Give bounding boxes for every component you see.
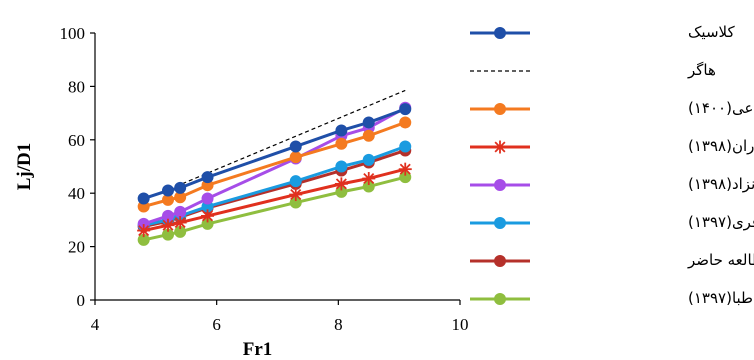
data-point [362,153,375,166]
legend-label: مطالعه حاضر [687,251,754,269]
x-tick-label: 10 [452,315,469,334]
data-point [335,137,348,150]
data-point [289,175,302,188]
data-point [494,27,506,39]
data-point [289,188,303,202]
data-point [494,179,506,191]
data-point [494,217,506,229]
data-point [398,162,412,176]
legend-label: شجاعی(۱۴۰۰) [688,99,754,117]
data-point [137,192,150,205]
y-tick-label: 100 [60,24,86,43]
data-point [334,177,348,191]
star-stroke [363,173,375,185]
data-point [335,124,348,137]
star-stroke [335,178,347,190]
data-point [494,103,506,115]
legend-item-4: ترکمانزاد(۱۳۹۸) [470,175,754,193]
y-tick-label: 40 [68,184,85,203]
star-stroke [494,141,506,153]
legend-item-7: بنی طبا(۱۳۹۷) [470,289,754,307]
series-1 [143,89,406,201]
star-stroke [202,210,214,222]
legend-item-6: مطالعه حاضر [470,251,754,269]
y-tick-label: 20 [68,238,85,257]
data-point [137,224,151,238]
legend-label: ترکمانزاد(۱۳۹۸) [688,175,754,193]
y-tick-label: 60 [68,131,85,150]
legend-item-1: هاگر [470,61,716,79]
legend-label: دانشفراز وهمکاران(۱۳۹۸) [688,137,754,155]
star-stroke [174,217,186,229]
legend-label: باقری(۱۳۹۷) [688,213,754,231]
x-tick-label: 6 [212,315,221,334]
star-stroke [138,225,150,237]
series-0 [137,103,412,205]
legend-item-5: باقری(۱۳۹۷) [470,213,754,231]
data-point [174,181,187,194]
data-point [289,151,302,164]
star-stroke [290,189,302,201]
y-tick-label: 0 [77,291,86,310]
data-point [201,171,214,184]
data-point [362,116,375,129]
data-point [399,140,412,153]
legend-label: هاگر [687,61,716,79]
axes: 0 20 40 60 80 100 4 6 8 10 Fr1 Lj/D1 [14,24,469,360]
legend-label: بنی طبا(۱۳۹۷) [688,289,754,307]
data-point [173,216,187,230]
data-point [362,172,376,186]
data-point [494,293,506,305]
legend-item-3: دانشفراز وهمکاران(۱۳۹۸) [470,137,754,155]
data-point [362,129,375,142]
plot-area [137,89,412,246]
data-point [201,192,214,205]
data-point [162,184,174,197]
legend-label: کلاسیک [688,23,735,41]
data-point [161,218,175,232]
data-point [174,205,187,218]
data-point [335,160,348,173]
x-axis-title: Fr1 [243,339,273,360]
series-line [143,89,406,201]
star-stroke [162,219,174,231]
y-axis-title: Lj/D1 [14,143,35,191]
legend-item-2: شجاعی(۱۴۰۰) [470,99,754,117]
data-point [399,116,412,129]
star-stroke [399,163,411,175]
series-3 [137,162,412,238]
x-tick-label: 4 [91,315,100,334]
data-point [494,255,506,267]
data-point [201,209,215,223]
data-point [399,103,412,116]
x-tick-label: 8 [334,315,343,334]
legend-item-0: کلاسیک [470,23,735,41]
legend: کلاسیک هاگر شجاعی(۱۴۰۰) دانشفراز وهمکاران(۱… [470,23,754,307]
y-tick-label: 80 [68,77,85,96]
data-point [289,140,302,153]
data-point [493,140,507,154]
